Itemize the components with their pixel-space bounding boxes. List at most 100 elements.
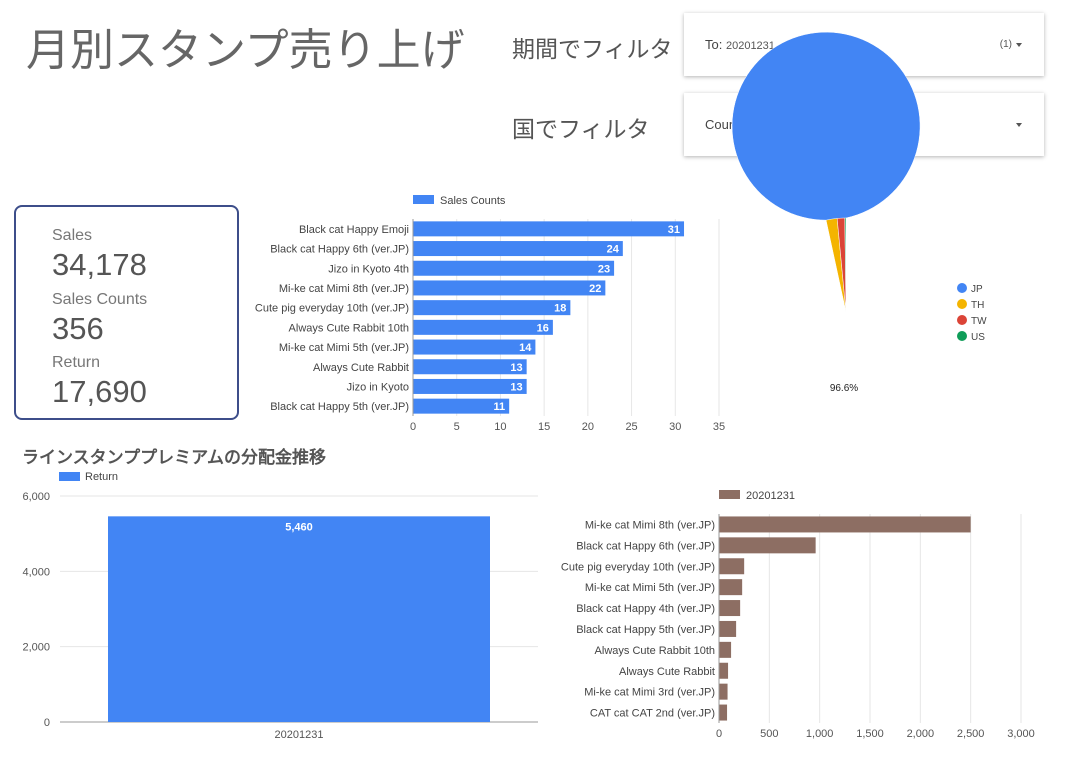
x-tick-label: 20 [582, 421, 594, 433]
x-tick-label: 1,000 [806, 728, 834, 740]
country-pie-chart: 96.6% JP TH TW US [731, 31, 987, 394]
sales-counts-value: 356 [52, 311, 104, 346]
bar[interactable] [108, 516, 490, 722]
bar[interactable] [719, 683, 728, 700]
legend-swatch [719, 490, 740, 499]
scorecard-panel: Sales 34,178 Sales Counts 356 Return 17,… [14, 205, 239, 420]
bar[interactable] [413, 300, 571, 316]
bar-value-label: 22 [589, 283, 601, 295]
bar[interactable] [413, 378, 527, 394]
category-label: Black cat Happy Emoji [299, 224, 409, 236]
bar[interactable] [413, 398, 510, 414]
bar-value-label: 5,460 [285, 521, 313, 533]
category-label: Always Cute Rabbit [313, 362, 409, 374]
bar[interactable] [719, 579, 743, 596]
x-tick-label: 15 [538, 421, 550, 433]
x-tick-label: 10 [494, 421, 506, 433]
bar[interactable] [413, 260, 615, 276]
bar[interactable] [413, 280, 606, 296]
legend-label: JP [971, 284, 983, 295]
return-label: Return [52, 354, 101, 371]
legend-label: TW [971, 316, 987, 327]
country-filter-label: 国でフィルタ [512, 117, 650, 143]
y-tick-label: 4,000 [22, 566, 50, 578]
legend-swatch [413, 195, 434, 204]
bar-value-label: 31 [668, 224, 680, 236]
chevron-down-icon [1016, 122, 1022, 127]
bar-value-label: 18 [554, 303, 566, 315]
bar-value-label: 23 [598, 263, 610, 275]
y-tick-label: 0 [44, 717, 50, 729]
bar[interactable] [719, 558, 745, 575]
x-tick-label: 35 [713, 421, 725, 433]
bar[interactable] [413, 241, 623, 257]
period-filter-label: 期間でフィルタ [512, 37, 673, 63]
legend-dot [957, 315, 967, 325]
bar[interactable] [413, 339, 536, 355]
category-label: Mi-ke cat Mimi 3rd (ver.JP) [584, 687, 715, 699]
bar-value-label: 13 [510, 362, 522, 374]
sales-label: Sales [52, 227, 93, 244]
pie-slice-label: 96.6% [830, 383, 858, 394]
x-tick-label: 3,000 [1007, 728, 1035, 740]
page-title: 月別スタンプ売り上げ [26, 25, 465, 76]
bar-value-label: 11 [494, 401, 506, 413]
sales-counts-label: Sales Counts [52, 291, 148, 308]
legend-dot [957, 283, 967, 293]
x-tick-label: 5 [454, 421, 460, 433]
period-filter-count: (1) [999, 39, 1012, 50]
legend-dot [957, 299, 967, 309]
category-label: Cute pig everyday 10th (ver.JP) [255, 303, 409, 315]
legend-label: TH [971, 300, 984, 311]
sales-value: 34,178 [52, 247, 147, 282]
bar[interactable] [719, 620, 737, 637]
bar[interactable] [413, 221, 685, 237]
sales-counts-bar-chart: 0 5 10 15 20 25 30 35 Black cat Happy Emoji 31 Bla… [255, 195, 725, 433]
category-label: Always Cute Rabbit [619, 666, 715, 678]
bar[interactable] [413, 359, 527, 375]
return-column-chart: 0 2,000 4,000 6,000 5,460 20201231 Return [22, 471, 538, 741]
category-label: Black cat Happy 5th (ver.JP) [576, 624, 715, 636]
x-tick-label: 30 [669, 421, 681, 433]
bar-value-label: 16 [537, 322, 549, 334]
x-tick-label: 25 [625, 421, 637, 433]
bar[interactable] [719, 600, 741, 617]
bar[interactable] [719, 516, 971, 533]
category-label: Mi-ke cat Mimi 8th (ver.JP) [585, 519, 715, 531]
x-tick-label: 2,500 [957, 728, 985, 740]
bar[interactable] [719, 704, 728, 721]
x-tick-label: 0 [716, 728, 722, 740]
bar-value-label: 14 [519, 342, 532, 354]
period-filter-value: To: 20201231 [705, 37, 775, 52]
legend-label: 20201231 [746, 490, 795, 502]
category-label: Mi-ke cat Mimi 5th (ver.JP) [279, 342, 409, 354]
pie-slice[interactable] [844, 217, 847, 313]
y-tick-label: 2,000 [22, 642, 50, 654]
category-label: Black cat Happy 6th (ver.JP) [576, 540, 715, 552]
x-tick-label: 20201231 [275, 729, 324, 741]
category-label: Mi-ke cat Mimi 8th (ver.JP) [279, 283, 409, 295]
category-label: Cute pig everyday 10th (ver.JP) [561, 561, 715, 573]
legend-label: Return [85, 471, 118, 483]
category-label: Black cat Happy 6th (ver.JP) [270, 244, 409, 256]
category-label: Jizo in Kyoto [347, 381, 409, 393]
chevron-down-icon [1016, 42, 1022, 47]
return-value: 17,690 [52, 374, 147, 409]
y-tick-label: 6,000 [22, 491, 50, 503]
bar[interactable] [719, 662, 729, 679]
pie-slice[interactable] [731, 31, 921, 313]
x-tick-label: 0 [410, 421, 416, 433]
bar-value-label: 24 [607, 244, 620, 256]
x-tick-label: 500 [760, 728, 778, 740]
bar[interactable] [719, 641, 732, 658]
section-title: ラインスタンププレミアムの分配金推移 [22, 448, 326, 468]
legend-label: US [971, 332, 985, 343]
bar[interactable] [413, 319, 553, 335]
bar[interactable] [719, 537, 816, 554]
category-label: Black cat Happy 5th (ver.JP) [270, 401, 409, 413]
category-label: Black cat Happy 4th (ver.JP) [576, 603, 715, 615]
category-label: Always Cute Rabbit 10th [289, 322, 409, 334]
category-label: CAT cat CAT 2nd (ver.JP) [590, 708, 715, 720]
category-label: Always Cute Rabbit 10th [595, 645, 715, 657]
